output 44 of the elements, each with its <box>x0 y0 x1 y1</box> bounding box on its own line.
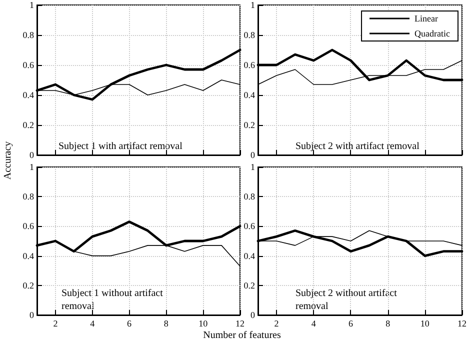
y-tick-label: 0.8 <box>244 30 256 40</box>
y-tick-label: 0.4 <box>244 90 256 100</box>
x-tick-label: 10 <box>420 318 430 328</box>
y-tick-label: 0.2 <box>244 120 255 130</box>
y-tick-label: 1 <box>30 162 34 172</box>
x-tick-label: 2 <box>274 318 279 328</box>
y-tick-label: 1 <box>30 0 34 10</box>
x-tick-label: 8 <box>386 318 391 328</box>
y-tick-label: 0.4 <box>22 90 34 100</box>
y-tick-label: 1 <box>250 0 255 10</box>
y-tick-label: 0.4 <box>22 250 34 261</box>
x-tick-label: 4 <box>311 318 316 328</box>
y-tick-label: 0.6 <box>22 60 34 70</box>
x-tick-label: 2 <box>53 318 58 328</box>
y-axis-title: Accuracy <box>2 140 14 182</box>
y-tick-label: 0.2 <box>22 280 34 290</box>
y-tick-label: 0.4 <box>244 250 256 261</box>
x-tick-label: 10 <box>198 318 208 328</box>
x-tick-label: 6 <box>127 318 132 328</box>
y-tick-label: 0 <box>250 150 256 160</box>
y-tick-label: 0.6 <box>244 221 256 232</box>
x-tick-label: 12 <box>458 318 466 328</box>
y-tick-label: 0 <box>30 150 34 160</box>
x-axis-title: Number of features <box>202 330 282 341</box>
y-tick-label: 0.6 <box>244 60 256 70</box>
x-tick-label: 8 <box>164 318 169 328</box>
x-tick-label: 12 <box>236 318 244 328</box>
y-tick-label: 0 <box>30 310 34 320</box>
y-tick-label: 0.8 <box>22 30 34 40</box>
legend-label: Linear <box>414 14 438 24</box>
annotation: Subject 2 with artifact removal <box>296 141 420 152</box>
y-tick-label: 1 <box>250 162 255 172</box>
y-tick-label: 0.8 <box>22 192 34 202</box>
y-tick-label: 0.2 <box>244 280 255 290</box>
annotation: Subject 2 without artifact removal <box>296 288 400 312</box>
legend-label: Quadratic <box>414 28 450 38</box>
annotation: Subject 1 without artifact removal <box>62 288 166 312</box>
y-tick-label: 0.8 <box>244 192 256 202</box>
annotation: Subject 1 with artifact removal <box>58 141 183 152</box>
y-tick-label: 0.2 <box>22 120 34 130</box>
y-tick-label: 0 <box>250 310 256 320</box>
x-tick-label: 6 <box>348 318 354 328</box>
x-tick-label: 4 <box>90 318 96 328</box>
y-tick-label: 0.6 <box>22 221 34 232</box>
